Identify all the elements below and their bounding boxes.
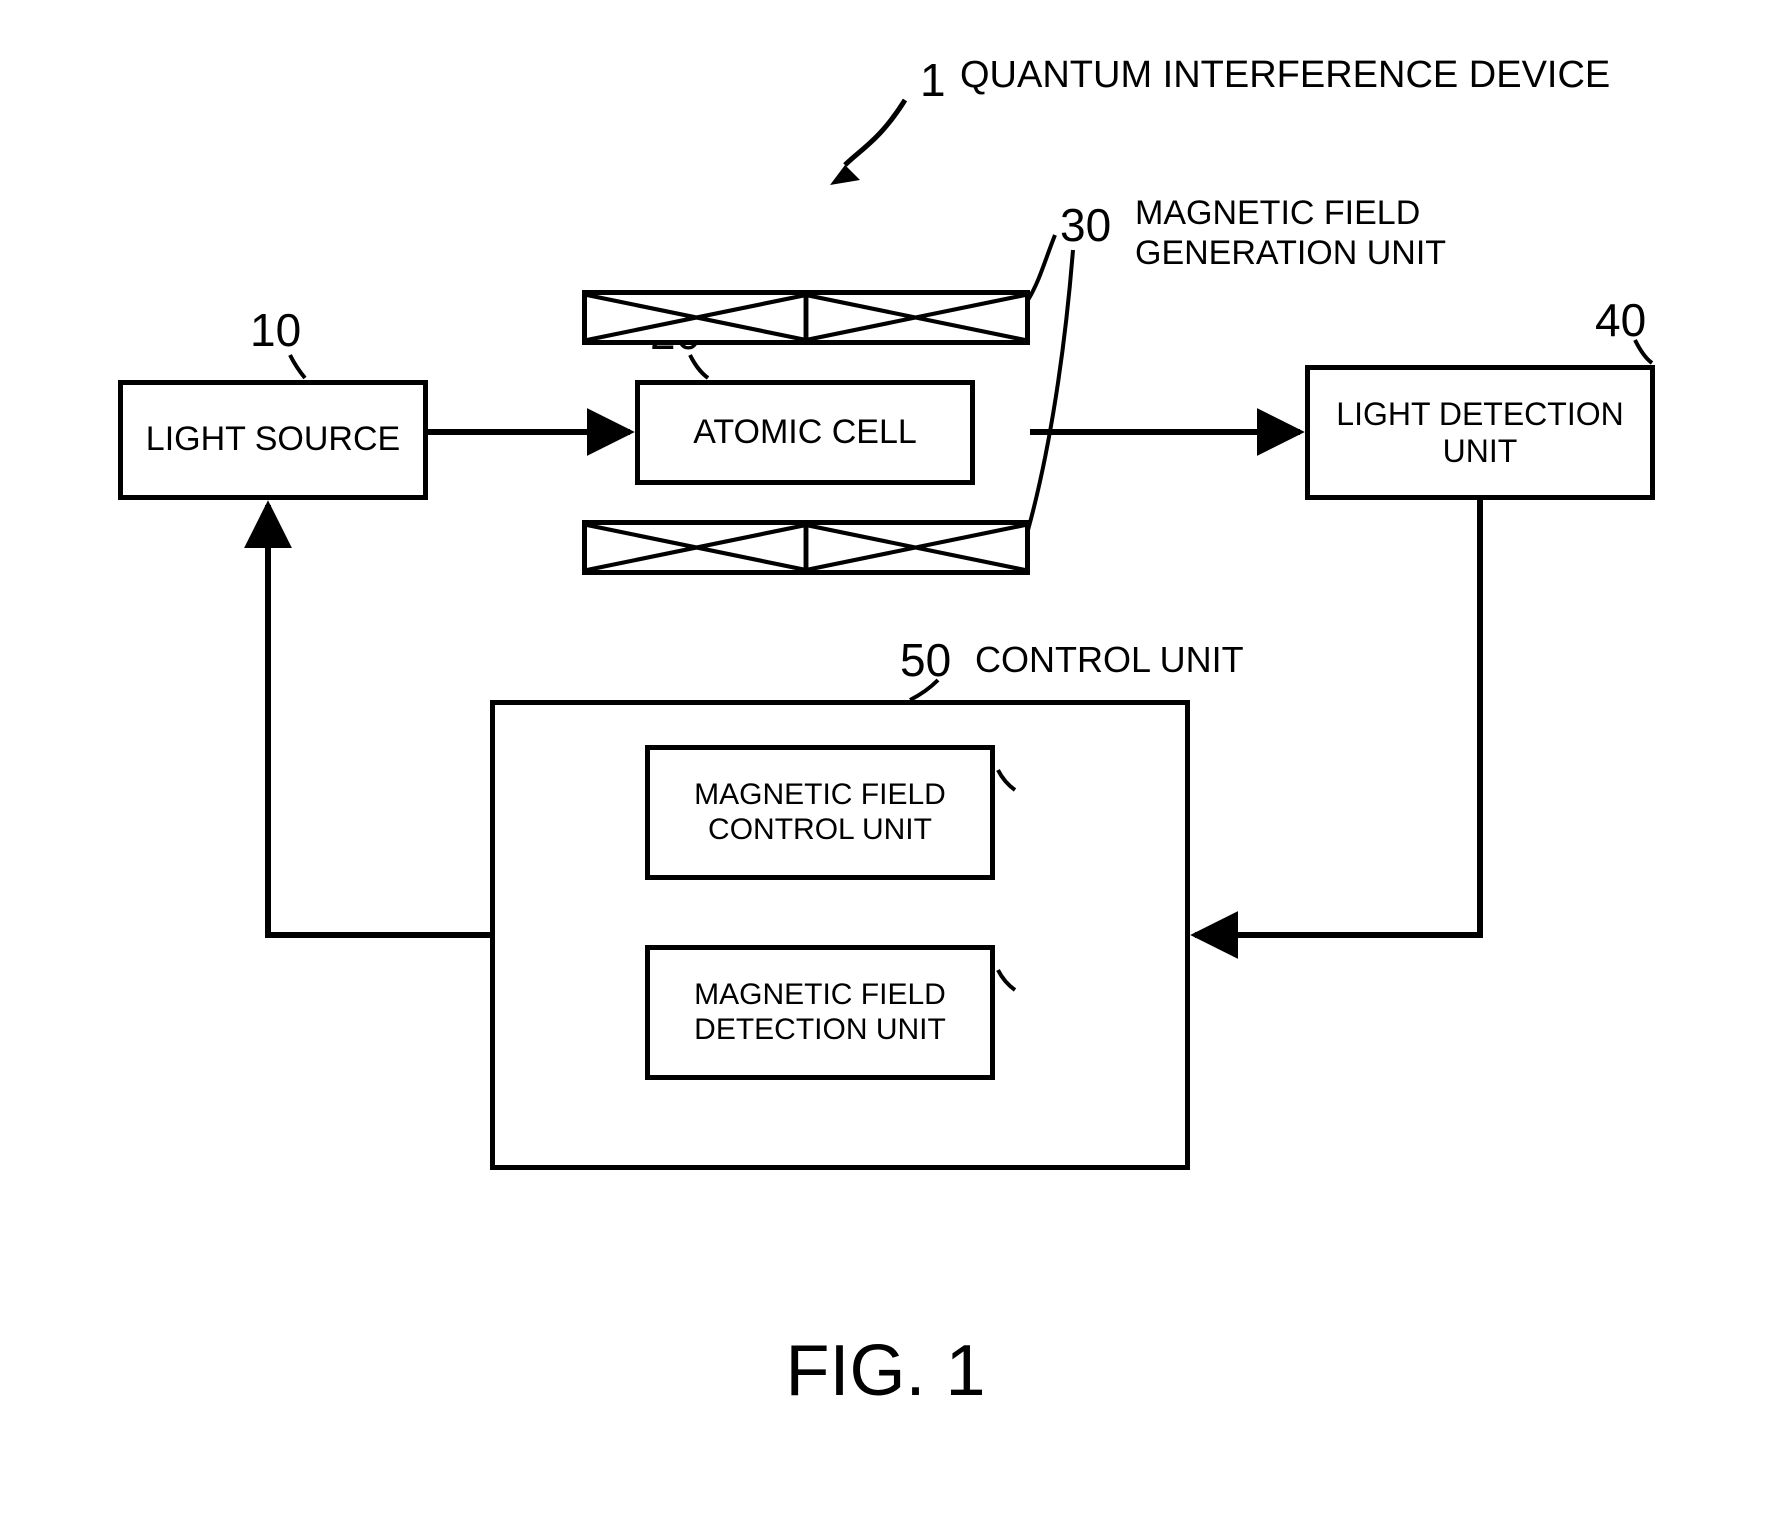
mag-control-l2: CONTROL UNIT xyxy=(694,813,946,848)
ref-30: 30 xyxy=(1060,200,1111,251)
device-title: QUANTUM INTERFERENCE DEVICE xyxy=(960,55,1610,97)
ref-10: 10 xyxy=(250,305,301,356)
mag-detect-l1: MAGNETIC FIELD xyxy=(694,978,946,1013)
light-detect-l1: LIGHT DETECTION xyxy=(1336,396,1623,433)
atomic-cell-label: ATOMIC CELL xyxy=(693,413,917,452)
mag-detect-block: MAGNETIC FIELD DETECTION UNIT xyxy=(645,945,995,1080)
light-detect-l2: UNIT xyxy=(1336,433,1623,470)
mag-detect-l2: DETECTION UNIT xyxy=(694,1013,946,1048)
atomic-cell-block: ATOMIC CELL xyxy=(635,380,975,485)
diagram-canvas: 1 QUANTUM INTERFERENCE DEVICE 30 MAGNETI… xyxy=(0,0,1771,1540)
mag-control-l1: MAGNETIC FIELD xyxy=(694,778,946,813)
coil-bottom xyxy=(582,520,1030,575)
figure-caption: FIG. 1 xyxy=(0,1330,1771,1412)
ref-40: 40 xyxy=(1595,295,1646,346)
magfield-gen-label-l1: MAGNETIC FIELD xyxy=(1135,195,1420,232)
light-source-block: LIGHT SOURCE xyxy=(118,380,428,500)
mag-control-block: MAGNETIC FIELD CONTROL UNIT xyxy=(645,745,995,880)
magfield-gen-label-l2: GENERATION UNIT xyxy=(1135,235,1446,272)
light-detect-block: LIGHT DETECTION UNIT xyxy=(1305,365,1655,500)
ref-50: 50 xyxy=(900,635,951,686)
device-ref: 1 xyxy=(920,55,946,106)
coil-top xyxy=(582,290,1030,345)
control-unit-label: CONTROL UNIT xyxy=(975,640,1244,680)
light-source-label: LIGHT SOURCE xyxy=(146,420,400,459)
